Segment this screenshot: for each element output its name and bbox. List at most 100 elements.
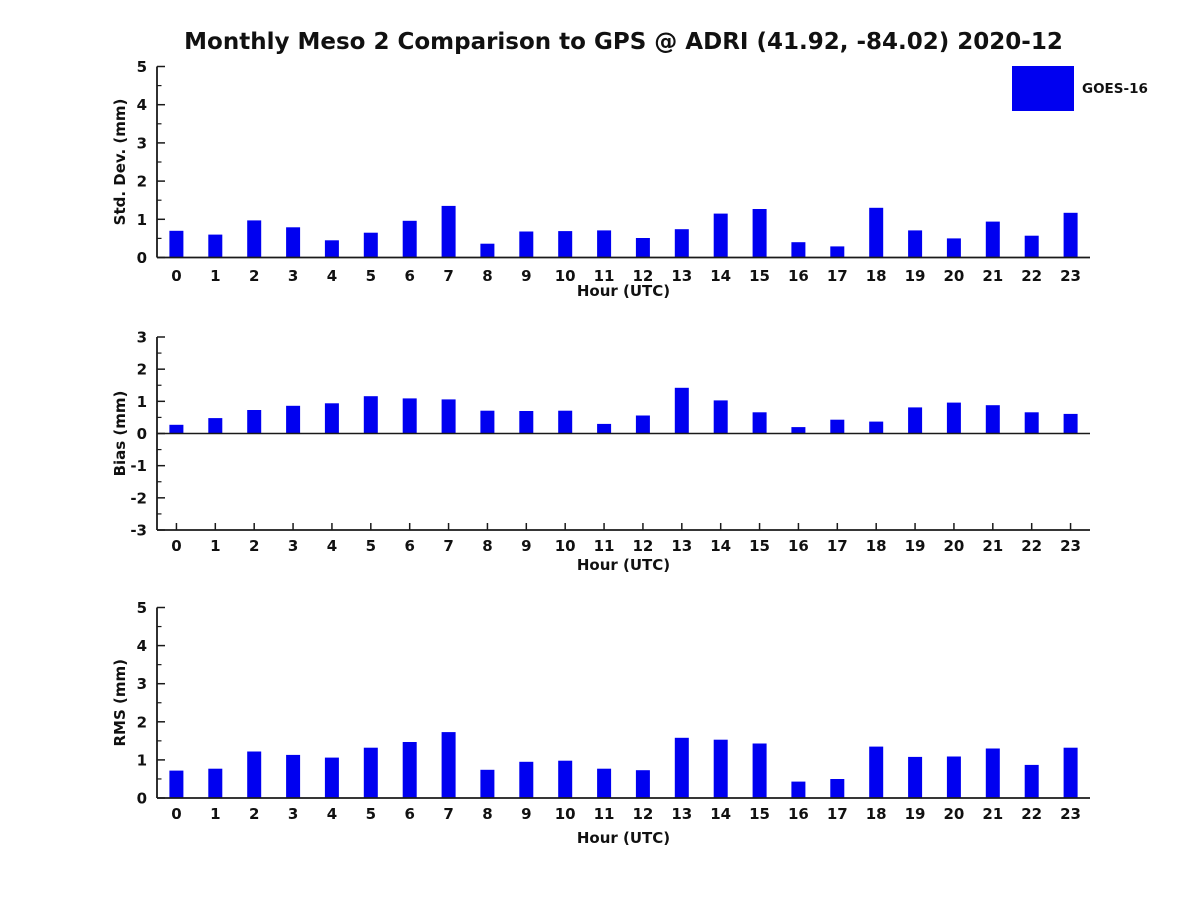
x-tick-label: 21 <box>982 267 1003 285</box>
y-tick-label: 3 <box>137 675 147 693</box>
bar-hour-14 <box>713 739 728 798</box>
bar-hour-15 <box>752 412 767 434</box>
y-axis-title: Bias (mm) <box>111 391 129 477</box>
x-tick-label: 11 <box>594 267 615 285</box>
x-tick-label: 15 <box>749 805 770 823</box>
x-tick-label: 22 <box>1021 267 1042 285</box>
x-tick-label: 22 <box>1021 805 1042 823</box>
x-tick-label: 15 <box>749 537 770 555</box>
bar-hour-13 <box>674 229 689 258</box>
bar-hour-9 <box>519 411 534 434</box>
x-tick-label: 14 <box>710 805 731 823</box>
x-tick-label: 1 <box>210 805 220 823</box>
bar-hour-2 <box>247 220 262 258</box>
x-ticks: 0 1 2 3 4 5 6 7 8 9 10 11 12 13 14 15 16 17 18 19 20 21 22 23 <box>171 267 1081 285</box>
x-tick-label: 5 <box>366 267 376 285</box>
x-tick-label: 8 <box>482 805 492 823</box>
x-tick-label: 19 <box>905 537 926 555</box>
x-ticks: 0 1 2 3 4 5 6 7 8 9 10 11 12 13 14 15 16 17 18 19 20 21 22 23 <box>171 523 1081 555</box>
x-tick-label: 5 <box>366 805 376 823</box>
bar-hour-20 <box>946 238 961 258</box>
x-tick-label: 10 <box>555 805 576 823</box>
bar-hour-7 <box>441 732 456 798</box>
legend-swatch-goes16 <box>1012 66 1074 111</box>
bar-hour-1 <box>208 768 223 798</box>
x-tick-label: 4 <box>327 537 337 555</box>
y-tick-label: 1 <box>137 211 147 229</box>
x-tick-label: 8 <box>482 267 492 285</box>
x-tick-label: 11 <box>594 805 615 823</box>
bar-hour-15 <box>752 743 767 798</box>
bar-hour-16 <box>791 242 806 258</box>
x-tick-label: 17 <box>827 805 848 823</box>
bars-group <box>169 387 1078 434</box>
x-tick-label: 12 <box>633 537 654 555</box>
x-tick-label: 2 <box>249 537 259 555</box>
x-axis-title: Hour (UTC) <box>577 556 670 574</box>
x-tick-label: 9 <box>521 267 531 285</box>
x-tick-label: 15 <box>749 267 770 285</box>
bar-hour-0 <box>169 770 184 798</box>
y-tick-label: 0 <box>137 249 147 267</box>
bar-hour-22 <box>1024 412 1039 434</box>
bar-hour-5 <box>363 232 378 258</box>
x-tick-label: 13 <box>671 267 692 285</box>
bar-hour-1 <box>208 234 223 258</box>
x-tick-label: 16 <box>788 805 809 823</box>
y-axis-title: RMS (mm) <box>111 659 129 746</box>
bar-hour-11 <box>597 230 612 258</box>
bar-hour-12 <box>635 770 650 798</box>
x-tick-label: 17 <box>827 537 848 555</box>
bar-hour-13 <box>674 737 689 798</box>
x-tick-label: 20 <box>944 267 965 285</box>
x-tick-label: 11 <box>594 537 615 555</box>
x-tick-label: 19 <box>905 267 926 285</box>
bar-hour-19 <box>908 756 923 798</box>
y-tick-label: 2 <box>137 361 147 379</box>
bar-hour-6 <box>402 220 417 258</box>
bar-hour-4 <box>324 403 339 434</box>
x-tick-label: 6 <box>404 267 414 285</box>
x-tick-label: 10 <box>555 267 576 285</box>
bar-hour-1 <box>208 418 223 434</box>
bar-hour-23 <box>1063 212 1078 258</box>
x-tick-label: 12 <box>633 805 654 823</box>
y-tick-label: 1 <box>137 751 147 769</box>
bar-hour-3 <box>286 405 301 434</box>
bar-hour-18 <box>869 207 884 258</box>
x-tick-label: 23 <box>1060 267 1081 285</box>
bar-hour-11 <box>597 423 612 434</box>
axes-group <box>156 337 1090 531</box>
bar-hour-3 <box>286 227 301 258</box>
bar-hour-8 <box>480 769 495 798</box>
bar-hour-19 <box>908 230 923 258</box>
y-ticks: -3 -2 -1 0 1 2 3 <box>130 329 165 540</box>
chart-title: Monthly Meso 2 Comparison to GPS @ ADRI … <box>184 29 1063 55</box>
bar-hour-19 <box>908 407 923 434</box>
y-tick-label: -2 <box>130 489 147 507</box>
y-tick-label: 0 <box>137 790 147 808</box>
x-ticks: 0 1 2 3 4 5 6 7 8 9 10 11 12 13 14 15 16 17 18 19 20 21 22 23 <box>171 805 1081 823</box>
x-tick-label: 0 <box>171 537 181 555</box>
x-tick-label: 23 <box>1060 537 1081 555</box>
x-tick-label: 13 <box>671 805 692 823</box>
x-tick-label: 2 <box>249 805 259 823</box>
bar-hour-2 <box>247 410 262 434</box>
bar-hour-21 <box>985 221 1000 258</box>
bar-hour-11 <box>597 768 612 798</box>
x-tick-label: 10 <box>555 537 576 555</box>
x-tick-label: 9 <box>521 537 531 555</box>
y-tick-label: 2 <box>137 173 147 191</box>
x-tick-label: 18 <box>866 537 887 555</box>
x-tick-label: 3 <box>288 805 298 823</box>
x-tick-label: 0 <box>171 267 181 285</box>
x-tick-label: 17 <box>827 267 848 285</box>
x-tick-label: 18 <box>866 805 887 823</box>
x-tick-label: 6 <box>404 537 414 555</box>
bar-hour-0 <box>169 424 184 434</box>
x-tick-label: 19 <box>905 805 926 823</box>
y-tick-label: -3 <box>130 522 147 540</box>
x-tick-label: 8 <box>482 537 492 555</box>
